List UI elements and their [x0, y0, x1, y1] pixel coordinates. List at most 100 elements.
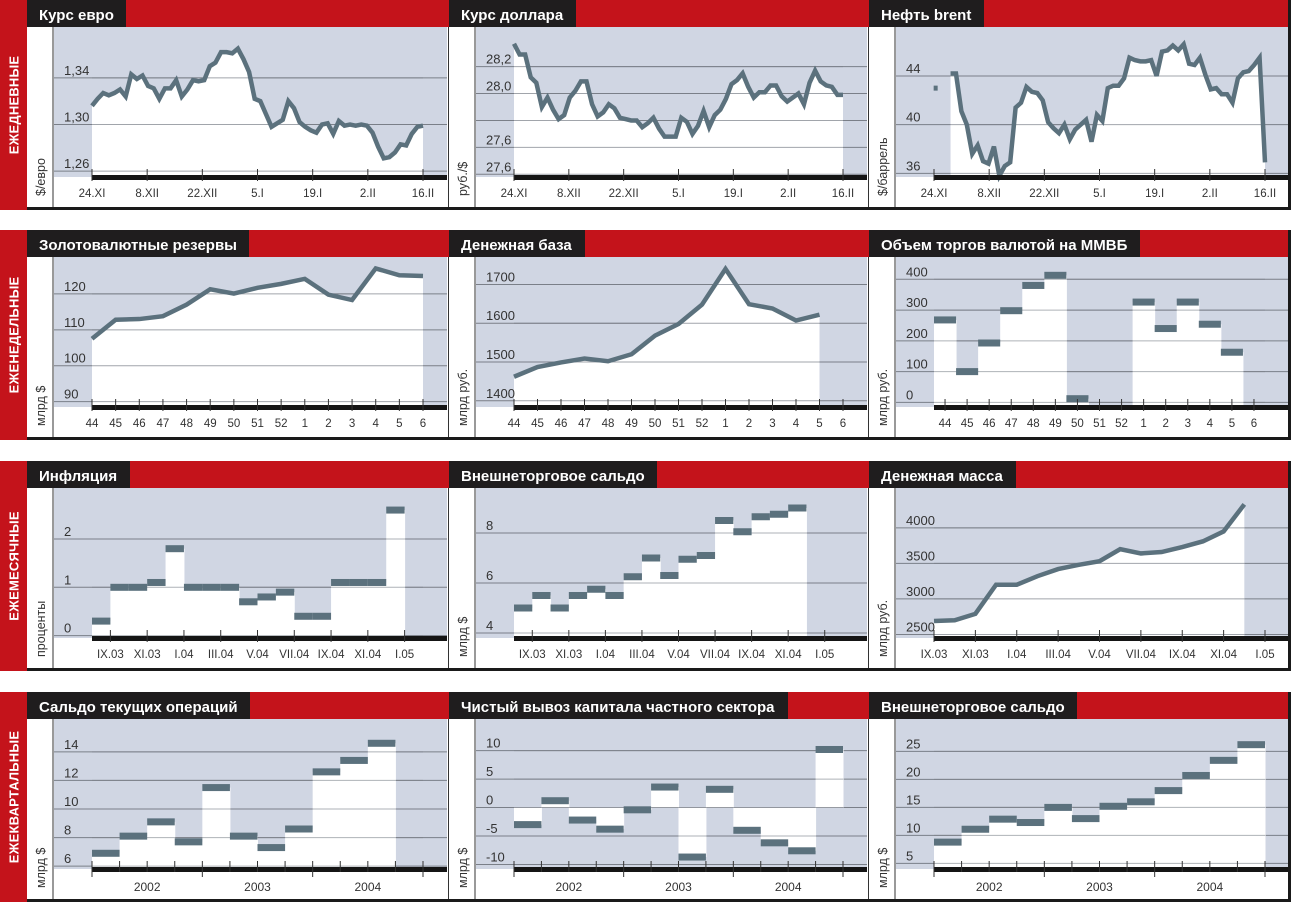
- bar-value-mark: [1022, 281, 1045, 289]
- bar-value-mark: [1182, 771, 1210, 779]
- x-tick-label: 8.XII: [135, 188, 159, 200]
- bar-value-mark: [788, 504, 807, 512]
- bar-fill: [651, 787, 679, 808]
- bar-value-mark: [1127, 798, 1155, 806]
- bar-fill: [1209, 760, 1238, 869]
- bar-value-mark: [285, 825, 313, 833]
- y-tick-label: 28,2: [486, 52, 511, 67]
- title-background: [27, 230, 249, 257]
- series-area: [514, 43, 843, 177]
- bar-fill: [331, 582, 350, 638]
- y-axis-label: млрд руб.: [876, 369, 890, 426]
- x-axis: [514, 405, 867, 410]
- bar-fill: [1099, 806, 1128, 869]
- bar-fill: [769, 514, 789, 638]
- chart-title: Внешнеторговое сальдо: [881, 699, 1065, 716]
- x-tick-label: V.04: [667, 649, 690, 661]
- bar-fill: [934, 842, 963, 869]
- title-background: [869, 692, 1077, 719]
- x-tick-label: IX.03: [921, 649, 948, 661]
- x-tick-label: 8.XII: [557, 188, 581, 200]
- chart-trade_m: Внешнеторговое сальдо млрд $ 4 6 8 IX.03 XI.03…: [449, 461, 869, 671]
- y-tick-label: 6: [64, 851, 71, 866]
- y-tick-label: 12: [64, 765, 78, 780]
- x-tick-label: 16.II: [412, 188, 434, 200]
- series: [513, 264, 821, 407]
- x-tick-label: 2002: [976, 880, 1003, 894]
- bar-fill: [1044, 807, 1073, 869]
- x-tick-label: 49: [204, 418, 217, 430]
- bar-value-mark: [651, 783, 679, 791]
- bar-value-mark: [128, 583, 148, 591]
- title-background: [449, 230, 585, 257]
- series-line: [513, 264, 821, 379]
- title-background: [869, 230, 1140, 257]
- y-tick-label: 4000: [906, 513, 935, 528]
- bar-fill: [257, 596, 277, 638]
- row-label-text: ЕЖЕКВАРТАЛЬНЫЕ: [6, 730, 21, 864]
- row-label-2: ЕЖЕМЕСЯЧНЫЕ: [0, 461, 27, 671]
- y-axis-label: млрд $: [456, 617, 470, 657]
- bar-fill: [285, 829, 314, 869]
- y-tick-label: -5: [486, 821, 498, 836]
- x-tick-label: 5: [816, 418, 822, 430]
- x-tick-label: V.04: [246, 649, 269, 661]
- chart-title: Денежная база: [461, 237, 572, 254]
- x-tick-label: 50: [227, 418, 240, 430]
- bar-value-mark: [587, 585, 606, 593]
- bar-value-mark: [934, 838, 962, 846]
- bar-fill: [678, 807, 707, 858]
- bar-fill: [1182, 775, 1211, 869]
- y-tick-label: 110: [64, 315, 85, 330]
- bar-value-mark: [147, 818, 175, 826]
- bar-fill: [183, 587, 203, 638]
- x-tick-label: I.04: [174, 649, 194, 661]
- x-axis: [92, 405, 447, 410]
- bar-value-mark: [550, 604, 569, 612]
- x-tick-label: XI.03: [555, 649, 582, 661]
- bar-fill: [733, 531, 753, 638]
- chart-title: Сальдо текущих операций: [39, 699, 238, 716]
- x-tick-label: 19.I: [303, 188, 322, 200]
- bar-value-mark: [92, 617, 111, 625]
- bar-value-mark: [961, 825, 990, 833]
- series: [933, 39, 1268, 183]
- chart-panel-current: Сальдо текущих операций млрд $ 6 8 10 12 14 200…: [27, 692, 449, 902]
- y-tick-label: 3500: [906, 548, 935, 563]
- bar-value-mark: [678, 853, 706, 861]
- chart-title: Курс евро: [39, 7, 114, 24]
- x-tick-label: 22.XII: [609, 188, 639, 200]
- y-tick-label: 4: [486, 618, 493, 633]
- x-tick-label: XI.04: [775, 649, 802, 661]
- bar-value-mark: [1000, 307, 1023, 315]
- x-tick-label: 2003: [665, 880, 692, 894]
- bar-value-mark: [956, 368, 979, 376]
- y-tick-label: 6: [486, 568, 493, 583]
- x-tick-label: 46: [555, 418, 568, 430]
- x-tick-label: 3: [769, 418, 775, 430]
- x-tick-label: XI.04: [354, 649, 381, 661]
- chart-panel-brent: Нефть brent $/баррель 36 40 44 24.XI 8.XII 22.X…: [869, 0, 1291, 210]
- x-tick-label: 51: [1093, 418, 1106, 430]
- x-tick-label: 2: [746, 418, 752, 430]
- bar-fill: [349, 582, 369, 638]
- bar-fill: [202, 787, 231, 869]
- bar-value-mark: [349, 578, 368, 586]
- x-tick-label: 5.I: [251, 188, 264, 200]
- bar-value-mark: [1198, 320, 1221, 328]
- bar-fill: [386, 510, 406, 638]
- bar-fill: [660, 575, 679, 638]
- y-tick-label: 5: [486, 764, 493, 779]
- chart-title: Денежная масса: [881, 468, 1003, 485]
- chart-brent: Нефть brent $/баррель 36 40 44 24.XI 8.XII 22.X…: [869, 0, 1291, 210]
- bar-value-mark: [275, 588, 295, 596]
- y-tick-label: 8: [64, 823, 71, 838]
- x-tick-label: 2003: [244, 880, 271, 894]
- x-tick-label: 1: [722, 418, 728, 430]
- x-tick-label: 45: [531, 418, 544, 430]
- y-tick-label: 1,34: [64, 63, 89, 78]
- x-tick-label: 2.II: [360, 188, 376, 200]
- bar-value-mark: [110, 583, 129, 591]
- x-tick-label: 24.XI: [501, 188, 528, 200]
- chart-title: Нефть brent: [881, 7, 971, 24]
